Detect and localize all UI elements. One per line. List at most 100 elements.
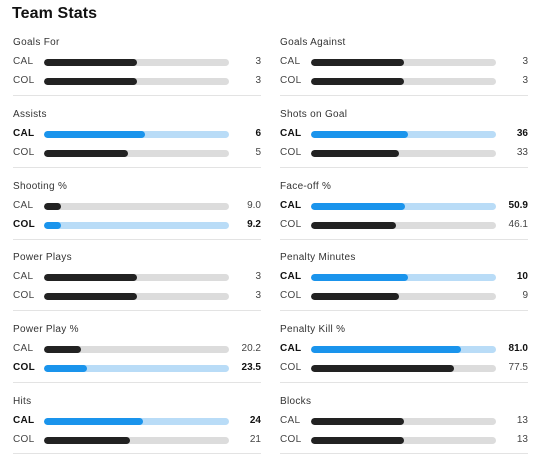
stat-bar-track — [311, 418, 496, 425]
stat-value: 9 — [522, 290, 528, 301]
stat-bar-track — [44, 274, 229, 281]
stat-bar-fill — [44, 131, 145, 138]
divider — [13, 95, 261, 96]
stat-bar-track — [311, 203, 496, 210]
stat-bar-track — [44, 418, 229, 425]
stat-label: Shooting % — [13, 181, 68, 192]
divider — [280, 239, 528, 240]
team-abbrev: COL — [13, 219, 36, 230]
stat-bar-fill — [44, 222, 62, 229]
stat-row-cal: CAL 20.2 — [13, 343, 261, 355]
stat-bar-track — [44, 59, 229, 66]
team-abbrev: COL — [13, 362, 36, 373]
divider — [13, 167, 261, 168]
stat-bar-track — [311, 274, 496, 281]
stat-bar-fill — [311, 365, 455, 372]
stat-value: 13 — [516, 415, 528, 426]
stat-value: 5 — [255, 147, 261, 158]
stat-bar-fill — [44, 274, 137, 281]
stat-value: 9.2 — [247, 219, 261, 230]
stat-row-cal: CAL 9.0 — [13, 200, 261, 212]
stat-bar-track — [44, 222, 229, 229]
divider — [280, 453, 528, 454]
team-abbrev: COL — [13, 75, 35, 86]
stat-bar-track — [44, 365, 229, 372]
stat-bar-fill — [44, 78, 137, 85]
stat-value: 33 — [516, 147, 528, 158]
page-title: Team Stats — [12, 5, 98, 22]
stat-bar-fill — [311, 150, 400, 157]
stat-bar-fill — [311, 346, 461, 353]
stat-label: Hits — [13, 396, 32, 407]
team-abbrev: CAL — [280, 128, 302, 139]
divider — [280, 310, 528, 311]
stat-bar-fill — [311, 131, 408, 138]
team-abbrev: CAL — [13, 343, 34, 354]
team-abbrev: CAL — [280, 415, 301, 426]
stat-bar-fill — [44, 293, 137, 300]
team-abbrev: CAL — [280, 343, 302, 354]
stat-row-cal: CAL 50.9 — [280, 200, 528, 212]
team-abbrev: COL — [280, 290, 302, 301]
stat-row-cal: CAL 3 — [13, 271, 261, 283]
stat-row-cal: CAL 36 — [280, 128, 528, 140]
stat-label: Goals For — [13, 37, 60, 48]
stat-row-cal: CAL 10 — [280, 271, 528, 283]
stat-value: 81.0 — [508, 343, 528, 354]
stat-bar-track — [311, 131, 496, 138]
stat-bar-fill — [44, 418, 143, 425]
stat-value: 50.9 — [508, 200, 528, 211]
stat-bar-fill — [311, 59, 404, 66]
stat-value: 3 — [255, 271, 261, 282]
team-abbrev: COL — [13, 434, 35, 445]
team-abbrev: CAL — [280, 200, 302, 211]
divider — [13, 310, 261, 311]
stat-bar-fill — [44, 346, 82, 353]
stat-value: 6 — [255, 128, 261, 139]
stat-label: Penalty Minutes — [280, 252, 356, 263]
stat-row-cal: CAL 81.0 — [280, 343, 528, 355]
team-abbrev: CAL — [13, 128, 35, 139]
divider — [13, 453, 261, 454]
team-abbrev: COL — [280, 75, 302, 86]
stat-bar-fill — [44, 150, 129, 157]
stat-bar-fill — [311, 418, 404, 425]
stat-row-col: COL 3 — [13, 290, 261, 302]
stat-bar-fill — [311, 437, 404, 444]
stat-bar-fill — [311, 274, 409, 281]
stat-value: 23.5 — [241, 362, 261, 373]
stat-row-col: COL 77.5 — [280, 362, 528, 374]
stat-bar-track — [311, 222, 496, 229]
stat-value: 46.1 — [508, 219, 528, 230]
stat-value: 20.2 — [241, 343, 261, 354]
stat-bar-fill — [311, 78, 404, 85]
stat-label: Face-off % — [280, 181, 332, 192]
stat-row-col: COL 3 — [280, 75, 528, 87]
stat-row-cal: CAL 3 — [280, 56, 528, 68]
stat-row-col: COL 33 — [280, 147, 528, 159]
stat-bar-track — [44, 293, 229, 300]
stat-row-col: COL 46.1 — [280, 219, 528, 231]
stat-bar-fill — [44, 365, 88, 372]
stat-label: Power Plays — [13, 252, 72, 263]
stat-bar-track — [44, 131, 229, 138]
stat-bar-track — [44, 150, 229, 157]
divider — [13, 239, 261, 240]
stat-bar-fill — [44, 59, 137, 66]
stat-bar-track — [311, 78, 496, 85]
stat-value: 3 — [255, 56, 261, 67]
stat-bar-track — [44, 437, 229, 444]
stat-row-col: COL 9.2 — [13, 219, 261, 231]
stat-value: 24 — [249, 415, 261, 426]
team-abbrev: COL — [280, 362, 302, 373]
stat-bar-track — [311, 150, 496, 157]
stat-label: Assists — [13, 109, 47, 120]
stat-row-cal: CAL 3 — [13, 56, 261, 68]
stat-label: Blocks — [280, 396, 312, 407]
stat-bar-track — [44, 78, 229, 85]
stat-value: 13 — [516, 434, 528, 445]
stat-bar-track — [311, 437, 496, 444]
stat-value: 3 — [522, 56, 528, 67]
stat-value: 77.5 — [508, 362, 528, 373]
stat-value: 21 — [249, 434, 261, 445]
